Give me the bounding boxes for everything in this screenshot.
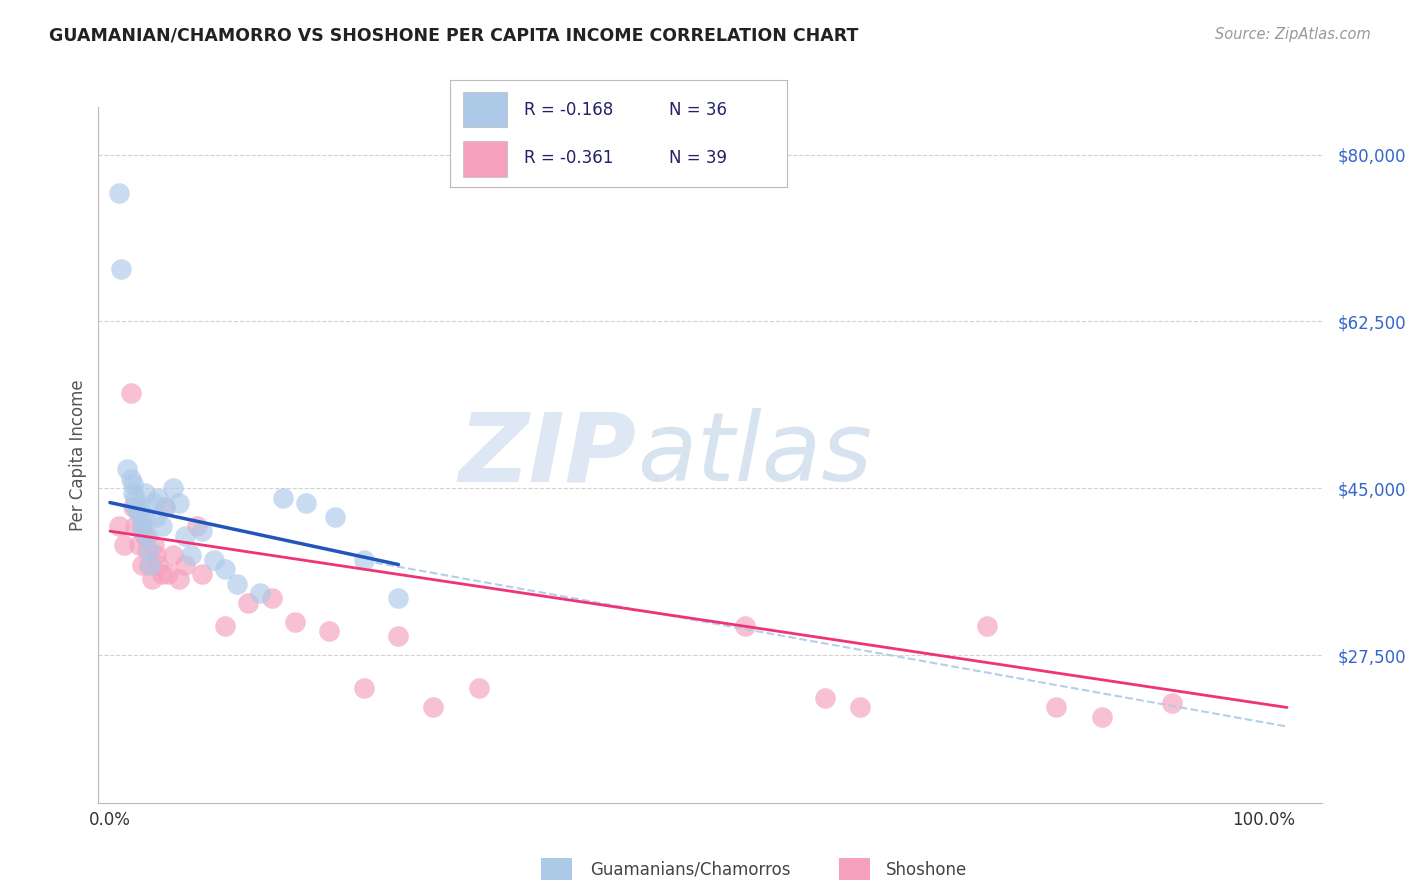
Point [422, 700, 444, 714]
Point [135, 529, 157, 543]
Point [122, 476, 145, 491]
Text: N = 39: N = 39 [669, 149, 727, 167]
Point [186, 519, 208, 533]
Point [260, 591, 283, 605]
Point [117, 462, 139, 476]
Point [387, 629, 409, 643]
Point [174, 558, 197, 572]
Point [174, 529, 197, 543]
Point [120, 386, 142, 401]
Point [134, 486, 156, 500]
Point [734, 619, 756, 633]
Point [139, 558, 162, 572]
Text: N = 36: N = 36 [669, 101, 727, 119]
Point [162, 548, 184, 562]
Point [225, 576, 247, 591]
Point [127, 505, 149, 519]
Point [131, 524, 153, 538]
Point [468, 681, 491, 696]
Point [150, 519, 173, 533]
Text: atlas: atlas [637, 409, 872, 501]
Point [112, 539, 135, 553]
Point [135, 543, 157, 558]
Point [202, 553, 225, 567]
Point [976, 619, 998, 633]
Point [1160, 696, 1182, 710]
Point [148, 491, 170, 505]
Point [318, 624, 340, 639]
Point [110, 262, 132, 277]
Point [148, 558, 170, 572]
Point [145, 548, 167, 562]
Point [138, 558, 160, 572]
Point [214, 562, 236, 576]
Point [129, 500, 152, 515]
Point [214, 619, 236, 633]
Point [141, 572, 163, 586]
Point [284, 615, 307, 629]
Point [162, 481, 184, 495]
Text: GUAMANIAN/CHAMORRO VS SHOSHONE PER CAPITA INCOME CORRELATION CHART: GUAMANIAN/CHAMORRO VS SHOSHONE PER CAPIT… [49, 27, 859, 45]
Point [108, 186, 131, 200]
Point [238, 596, 260, 610]
Point [1091, 710, 1114, 724]
Point [134, 509, 156, 524]
Point [120, 472, 142, 486]
Point [249, 586, 271, 600]
Point [124, 491, 146, 505]
Point [142, 539, 165, 553]
Point [353, 681, 375, 696]
Point [145, 509, 167, 524]
Text: Source: ZipAtlas.com: Source: ZipAtlas.com [1215, 27, 1371, 42]
Point [131, 515, 153, 529]
Point [108, 519, 131, 533]
Point [138, 543, 160, 558]
Point [124, 500, 146, 515]
Point [849, 700, 872, 714]
Text: ZIP: ZIP [458, 409, 637, 501]
Point [295, 495, 318, 509]
Bar [464, 92, 508, 128]
Point [156, 567, 179, 582]
Point [155, 500, 177, 515]
Text: Shoshone: Shoshone [886, 861, 967, 879]
Point [1045, 700, 1067, 714]
Point [128, 539, 150, 553]
Text: Guamanians/Chamorros: Guamanians/Chamorros [591, 861, 792, 879]
Point [122, 500, 145, 515]
Point [122, 486, 145, 500]
Point [353, 553, 375, 567]
Bar [464, 141, 508, 177]
Point [191, 524, 214, 538]
Text: R = -0.168: R = -0.168 [524, 101, 613, 119]
Point [814, 690, 837, 705]
Point [191, 567, 214, 582]
Point [271, 491, 294, 505]
Point [323, 509, 346, 524]
Point [387, 591, 409, 605]
Text: R = -0.361: R = -0.361 [524, 149, 613, 167]
Point [124, 519, 146, 533]
Point [155, 500, 177, 515]
Point [180, 548, 202, 562]
Point [167, 495, 190, 509]
Point [167, 572, 190, 586]
Point [142, 495, 165, 509]
Y-axis label: Per Capita Income: Per Capita Income [69, 379, 87, 531]
Point [150, 567, 173, 582]
Point [131, 519, 153, 533]
Point [131, 558, 153, 572]
Point [134, 529, 156, 543]
